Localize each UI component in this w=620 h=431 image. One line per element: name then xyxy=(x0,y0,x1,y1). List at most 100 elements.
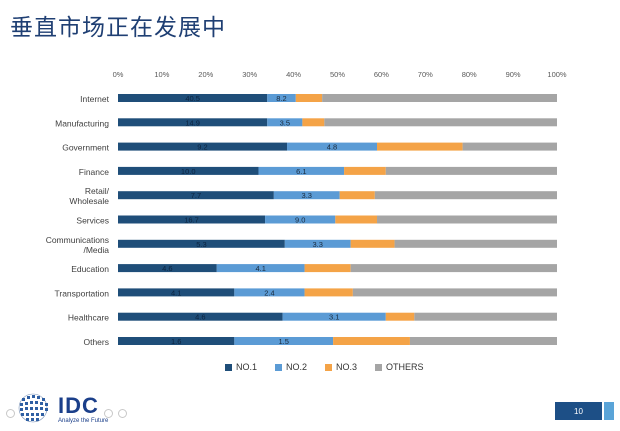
legend-item: OTHERS xyxy=(375,362,424,372)
bar-segment-no2 xyxy=(234,337,334,345)
x-tick-label: 100% xyxy=(547,70,567,79)
bar-segment-no3 xyxy=(333,337,410,345)
bar-segment-no3 xyxy=(385,312,415,321)
data-label: 7.7 xyxy=(191,191,201,200)
data-label: 40.5 xyxy=(185,94,200,103)
category-label: Government xyxy=(62,143,109,153)
category-label: Manufacturing xyxy=(55,118,109,128)
category-label: Finance xyxy=(79,167,110,177)
bar-segment-no1 xyxy=(118,94,268,102)
bar-segment-others xyxy=(409,337,557,345)
bar-segment-no1 xyxy=(118,288,235,297)
decor-dot xyxy=(118,409,127,418)
bar-segment-no3 xyxy=(350,239,395,248)
chart-legend: NO.1 NO.2 NO.3 OTHERS xyxy=(225,362,424,372)
category-label: Communications/Media xyxy=(46,235,110,255)
x-tick-label: 60% xyxy=(374,70,389,79)
logo-text: IDC xyxy=(58,393,99,418)
bar-segment-no2 xyxy=(265,215,336,224)
data-label: 5.3 xyxy=(196,240,206,249)
data-label: 1.5 xyxy=(279,337,289,346)
x-tick-label: 10% xyxy=(154,70,169,79)
bar-segment-no3 xyxy=(335,215,378,224)
bar-segment-no3 xyxy=(302,118,325,127)
legend-label: OTHERS xyxy=(386,362,424,372)
data-label: 4.1 xyxy=(255,264,265,273)
legend-label: NO.1 xyxy=(236,362,258,372)
bar-segment-others xyxy=(374,191,557,200)
legend-item: NO.1 xyxy=(225,362,257,372)
bar-segment-no3 xyxy=(377,142,463,151)
bar-segment-no1 xyxy=(118,239,285,248)
idc-globe-icon xyxy=(18,393,48,423)
decor-dot xyxy=(104,409,113,418)
bar-segment-no2 xyxy=(282,312,386,321)
bar-segment-others xyxy=(324,118,557,127)
x-tick-label: 30% xyxy=(242,70,257,79)
legend-item: NO.3 xyxy=(325,362,357,372)
data-label: 10.0 xyxy=(181,167,196,176)
legend-label: NO.3 xyxy=(336,362,358,372)
data-label: 3.1 xyxy=(329,313,339,322)
page-badge-accent xyxy=(604,402,614,420)
bar-segment-no2 xyxy=(258,166,345,175)
bar-segment-no2 xyxy=(267,94,296,102)
page-number: 10 xyxy=(555,402,602,420)
bar-segment-others xyxy=(352,288,557,297)
data-label: 3.3 xyxy=(302,191,312,200)
bar-segment-others xyxy=(394,239,557,248)
bar-segment-no1 xyxy=(118,312,283,321)
bar-segment-no2 xyxy=(267,118,303,127)
bar-segment-no1 xyxy=(118,166,259,175)
data-label: 14.9 xyxy=(185,118,200,127)
bar-segment-others xyxy=(385,166,557,175)
bar-segment-no1 xyxy=(118,118,268,127)
idc-logo: IDC Analyze the Future xyxy=(14,393,114,427)
bar-segment-others xyxy=(414,312,557,321)
legend-swatch xyxy=(225,363,232,371)
data-label: 6.1 xyxy=(296,167,306,176)
bar-segment-no2 xyxy=(234,288,305,297)
bar-segment-no1 xyxy=(118,337,235,345)
bar-segment-others xyxy=(377,215,557,224)
legend-swatch xyxy=(375,363,383,371)
x-tick-label: 50% xyxy=(330,70,345,79)
bar-segment-no1 xyxy=(118,215,266,224)
data-label: 4.6 xyxy=(195,313,205,322)
bar-segment-no1 xyxy=(118,191,274,200)
category-label: Retail/Wholesale xyxy=(69,186,109,206)
x-tick-label: 70% xyxy=(418,70,433,79)
data-label: 1.6 xyxy=(171,337,181,346)
category-label: Transportation xyxy=(55,288,110,298)
x-tick-label: 90% xyxy=(506,70,521,79)
data-label: 3.3 xyxy=(313,240,323,249)
x-tick-label: 80% xyxy=(462,70,477,79)
bar-segment-no2 xyxy=(287,142,378,151)
legend-swatch xyxy=(275,363,283,371)
legend-item: NO.2 xyxy=(275,362,307,372)
logo-tagline: Analyze the Future xyxy=(58,418,109,424)
bar-segment-no2 xyxy=(284,239,351,248)
page-title: 垂直市场正在发展中 xyxy=(10,15,226,41)
data-label: 2.4 xyxy=(264,288,274,297)
legend-label: NO.2 xyxy=(286,362,308,372)
data-label: 9.2 xyxy=(197,143,207,152)
data-label: 4.1 xyxy=(171,288,181,297)
data-label: 3.5 xyxy=(280,118,290,127)
bar-segment-no1 xyxy=(118,264,217,273)
legend-swatch xyxy=(325,363,333,371)
bar-segment-no1 xyxy=(118,142,288,151)
data-label: 16.7 xyxy=(184,216,199,225)
x-tick-label: 40% xyxy=(286,70,301,79)
data-label: 4.8 xyxy=(327,143,337,152)
bar-segment-others xyxy=(350,264,557,273)
decor-dot xyxy=(6,409,15,418)
bar-segment-others xyxy=(322,94,557,102)
bar-segment-no3 xyxy=(304,264,351,273)
x-tick-label: 0% xyxy=(113,70,124,79)
bar-segment-others xyxy=(462,142,557,151)
data-label: 8.2 xyxy=(276,94,286,103)
category-label: Education xyxy=(71,264,109,274)
bar-segment-no3 xyxy=(295,94,323,102)
